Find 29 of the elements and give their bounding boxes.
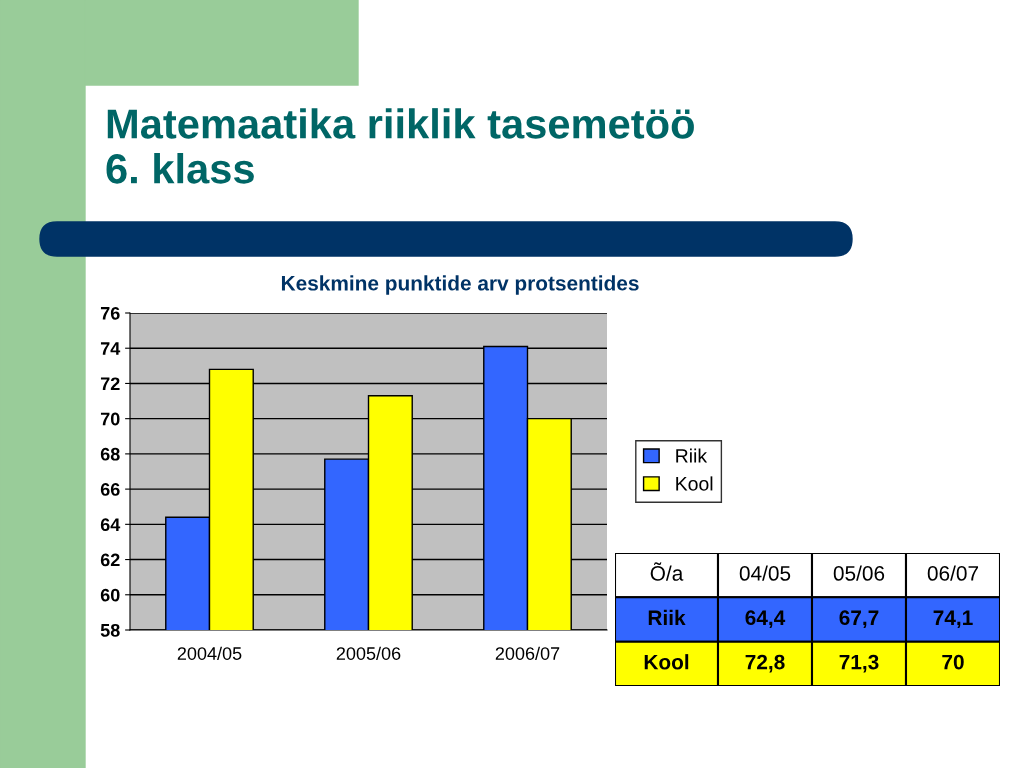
text: Kool [644,654,689,670]
text: 70 [942,654,964,670]
y-tick-label: 74 [100,342,121,355]
y-tick-label: 68 [100,447,120,461]
x-tick-label: 2004/05 [177,646,242,660]
x-tick-label: 2005/06 [336,646,401,660]
legend-label: Riik [676,448,708,463]
text: 05/06 [833,565,885,581]
y-tick-label: 66 [100,483,120,496]
text: 06/07 [927,565,979,581]
y-tick-label: 76 [100,306,120,320]
y-tick-label: 60 [100,588,120,602]
y-tick-label: 72 [100,377,120,390]
chart-subtitle: Keskmine punktide arv protsentides [281,275,639,295]
text: 67,7 [839,610,879,629]
text: Riik [648,609,686,625]
y-tick-label: 70 [100,412,120,426]
x-tick-label: 2006/07 [495,646,560,660]
y-tick-label: 62 [100,553,120,567]
text: Õ/a [650,562,684,581]
y-tick-label: 58 [100,623,120,637]
text: 64,4 [745,610,786,629]
text: 74,1 [933,610,973,629]
text: 72,8 [745,654,785,673]
text: 71,3 [839,654,879,673]
legend-label: Kool [676,476,713,491]
text: 04/05 [739,565,791,581]
chart-title: Matemaatika riiklik tasemetöö 6. klass [106,108,694,184]
y-tick-label: 64 [100,518,121,532]
